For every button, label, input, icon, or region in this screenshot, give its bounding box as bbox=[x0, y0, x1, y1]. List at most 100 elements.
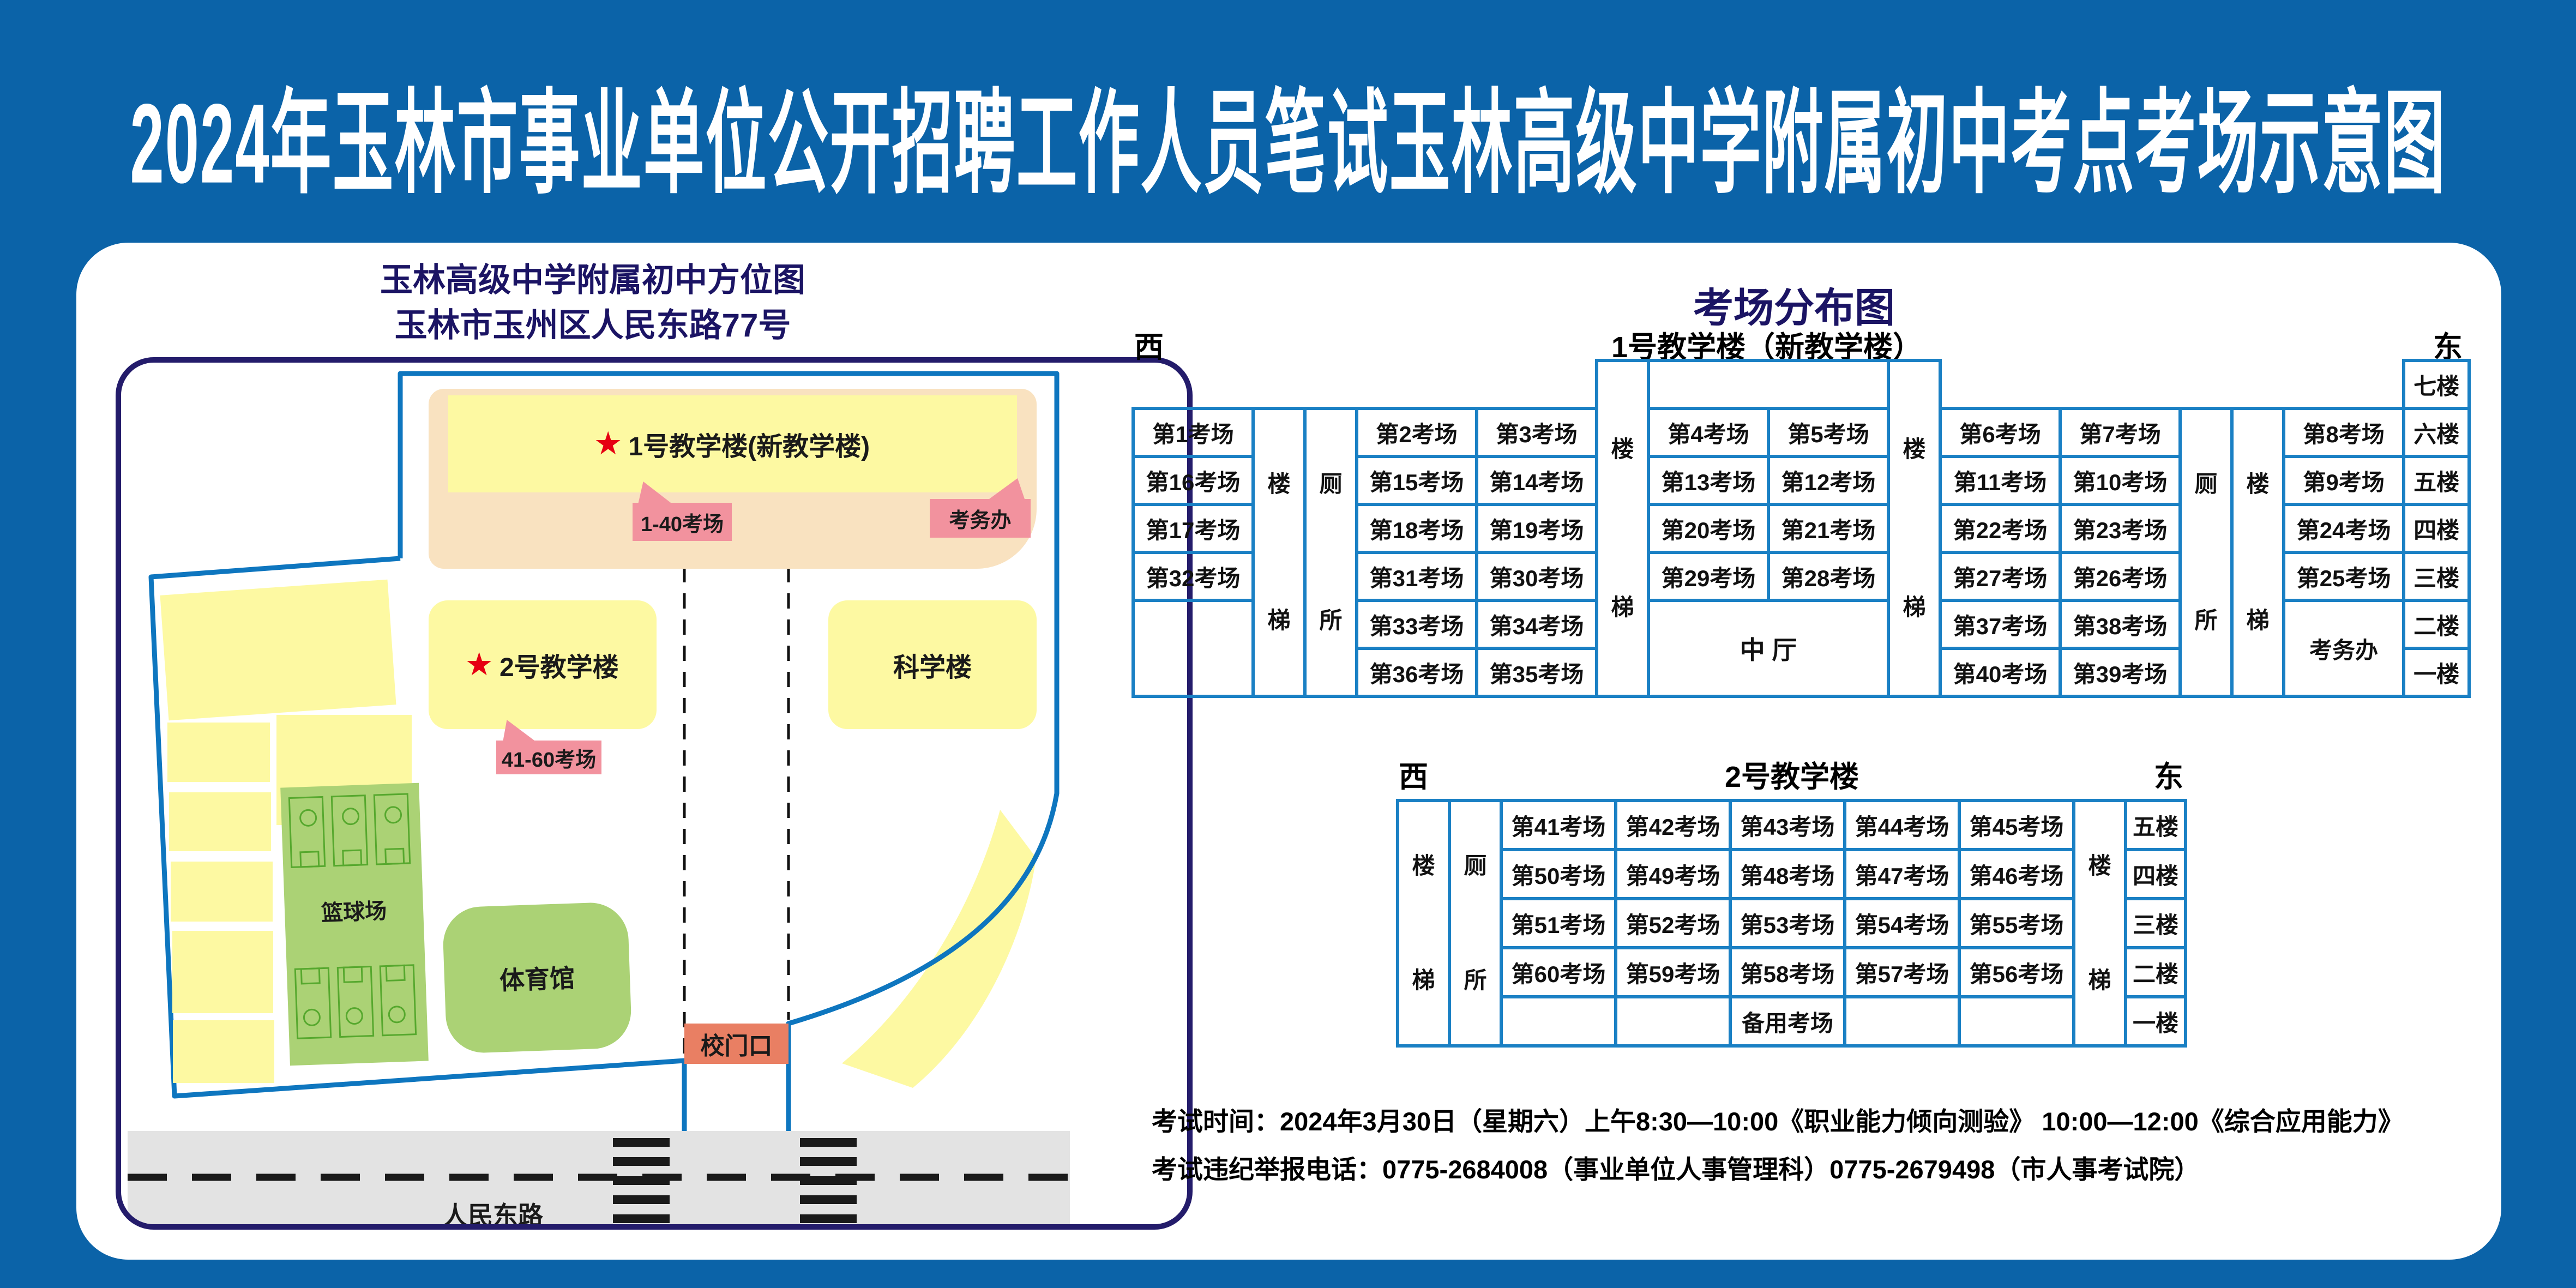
stairs-label: 楼 bbox=[2088, 853, 2111, 878]
exam-room-cell: 第24考场 bbox=[2282, 503, 2406, 554]
exam-room-cell: 第49考场 bbox=[1614, 848, 1732, 900]
exam-room-cell: 第39考场 bbox=[2059, 647, 2182, 698]
toilet-cell: 厕 所 bbox=[1448, 799, 1503, 1048]
exam-office-cell: 考务办 bbox=[2282, 599, 2406, 698]
exam-room-cell: 第15考场 bbox=[1355, 455, 1478, 506]
building1-table: 楼 梯 楼 梯 七楼 第1考场 楼 梯 厕 所 第2考场 第3考场 第4考场 第… bbox=[1131, 359, 2471, 698]
science-building-block: 科学楼 bbox=[828, 600, 1037, 729]
b1-west-label: 西 bbox=[1134, 331, 1164, 364]
gymnasium-block: 体育馆 bbox=[442, 901, 633, 1054]
building2-table: 楼 梯 厕 所 第41考场 第42考场 第43考场 第44考场 第45考场 楼 … bbox=[1396, 799, 2187, 1048]
stairs-cell: 楼 梯 bbox=[1595, 359, 1651, 698]
building-block bbox=[171, 862, 273, 922]
exam-room-cell: 第41考场 bbox=[1500, 799, 1617, 851]
exam-room-cell: 第14考场 bbox=[1474, 455, 1599, 506]
stairs-label: 楼 bbox=[1267, 471, 1291, 497]
exam-room-cell: 第56考场 bbox=[1958, 946, 2075, 998]
exam-room-cell: 第5考场 bbox=[1767, 407, 1891, 458]
floor-label-cell: 一楼 bbox=[2402, 647, 2471, 698]
floor-label-cell: 七楼 bbox=[2402, 359, 2471, 410]
gymnasium-label: 体育馆 bbox=[499, 964, 575, 995]
exam-room-cell: 第33考场 bbox=[1355, 599, 1478, 650]
exam-room-cell: 第36考场 bbox=[1355, 647, 1478, 698]
toilet-cell: 厕 所 bbox=[1303, 407, 1358, 698]
toilet-label: 所 bbox=[1319, 607, 1343, 633]
exam-room-cell: 第1考场 bbox=[1131, 407, 1255, 458]
exam-room-cell: 第60考场 bbox=[1500, 946, 1617, 998]
empty-cell bbox=[1958, 995, 2075, 1048]
exam-room-cell: 第46考场 bbox=[1958, 848, 2075, 900]
stairs-cell: 楼 梯 bbox=[1251, 407, 1307, 698]
basketball-court-icon bbox=[379, 964, 417, 1037]
building2-label: 2号教学楼 bbox=[499, 653, 619, 682]
building2-rooms-callout: 41-60考场 bbox=[496, 741, 601, 774]
spacer bbox=[1133, 360, 1597, 408]
floor-label-cell: 六楼 bbox=[2402, 407, 2471, 458]
floor-label-cell: 三楼 bbox=[2124, 897, 2187, 949]
exam-room-cell: 第3考场 bbox=[1474, 407, 1599, 458]
road-label: 人民东路 bbox=[443, 1201, 543, 1230]
stairs-label: 梯 bbox=[1267, 607, 1291, 633]
curved-lawn-shape bbox=[842, 810, 1036, 1088]
stairs-label: 梯 bbox=[1611, 594, 1634, 620]
map-title-line1: 玉林高级中学附属初中方位图 bbox=[380, 262, 805, 298]
b2-west-label: 西 bbox=[1399, 761, 1428, 793]
building-block bbox=[160, 579, 396, 721]
exam-room-cell: 第58考场 bbox=[1729, 946, 1846, 998]
map-title-line2: 玉林市玉州区人民东路77号 bbox=[394, 307, 791, 344]
building1-block: ★ 1号教学楼(新教学楼) bbox=[448, 395, 1017, 492]
floor-label-cell: 五楼 bbox=[2402, 455, 2471, 506]
empty-cell bbox=[1647, 359, 1891, 410]
basketball-court-icon bbox=[288, 796, 326, 869]
stairs-cell: 楼 梯 bbox=[2072, 799, 2127, 1048]
stairs-label: 梯 bbox=[1903, 594, 1926, 620]
exam-room-cell: 第32考场 bbox=[1131, 551, 1255, 602]
toilet-label: 所 bbox=[1464, 967, 1487, 993]
exam-room-cell: 第22考场 bbox=[1939, 503, 2062, 554]
exam-room-cell: 第21考场 bbox=[1767, 503, 1891, 554]
basketball-court-icon bbox=[330, 795, 369, 867]
spacer bbox=[1940, 360, 2404, 408]
exam-room-cell: 第43考场 bbox=[1729, 799, 1846, 851]
exam-room-cell: 第45考场 bbox=[1958, 799, 2075, 851]
toilet-label: 厕 bbox=[1319, 471, 1343, 497]
stairs-label: 梯 bbox=[2246, 607, 2270, 633]
exam-room-cell: 第13考场 bbox=[1647, 455, 1771, 506]
stairs-cell: 楼 梯 bbox=[1887, 359, 1942, 698]
zebra-crossing-left bbox=[613, 1138, 670, 1223]
stairs-label: 楼 bbox=[1903, 436, 1926, 462]
exam-room-cell: 第30考场 bbox=[1474, 551, 1599, 602]
floor-label-cell: 二楼 bbox=[2402, 599, 2471, 650]
floor-label-cell: 四楼 bbox=[2402, 503, 2471, 554]
b2-building-name: 2号教学楼 bbox=[1724, 761, 1859, 793]
exam-room-cell: 第23考场 bbox=[2059, 503, 2182, 554]
report-phone-note: 考试违纪举报电话：0775-2684008（事业单位人事管理科）0775-267… bbox=[1152, 1155, 2200, 1184]
exam-room-cell: 第44考场 bbox=[1843, 799, 1961, 851]
building-block bbox=[169, 792, 271, 851]
exam-room-cell: 第25考场 bbox=[2282, 551, 2406, 602]
star-icon: ★ bbox=[595, 428, 621, 460]
stairs-cell: 楼 梯 bbox=[2230, 407, 2286, 698]
toilet-label: 所 bbox=[2194, 607, 2218, 633]
b2-east-label: 东 bbox=[2154, 761, 2183, 793]
exam-room-cell: 第18考场 bbox=[1355, 503, 1478, 554]
exam-room-cell: 第7考场 bbox=[2059, 407, 2182, 458]
backup-room-cell: 备用考场 bbox=[1729, 995, 1846, 1048]
exam-room-cell: 第4考场 bbox=[1647, 407, 1771, 458]
central-hall-cell: 中 厅 bbox=[1647, 599, 1891, 698]
exam-room-cell: 第10考场 bbox=[2059, 455, 2182, 506]
exam-room-cell: 第26考场 bbox=[2059, 551, 2182, 602]
basketball-court-icon bbox=[373, 793, 411, 865]
exam-room-cell: 第9考场 bbox=[2282, 455, 2406, 506]
empty-cell bbox=[1131, 599, 1255, 698]
campus-boundary-right bbox=[398, 371, 1060, 1131]
distribution-title: 考场分布图 bbox=[1693, 285, 1895, 330]
toilet-label: 厕 bbox=[1464, 853, 1487, 878]
exam-room-cell: 第57考场 bbox=[1843, 946, 1961, 998]
floor-label-cell: 二楼 bbox=[2124, 946, 2187, 998]
exam-room-cell: 第35考场 bbox=[1474, 647, 1599, 698]
campus-map: ★ 1号教学楼(新教学楼) 1-40考场 考务办 ★ 2号教学楼 41-60考场… bbox=[116, 357, 1193, 1230]
exam-room-cell: 第17考场 bbox=[1131, 503, 1255, 554]
basketball-court-icon bbox=[294, 967, 332, 1039]
building-block bbox=[172, 931, 273, 1013]
